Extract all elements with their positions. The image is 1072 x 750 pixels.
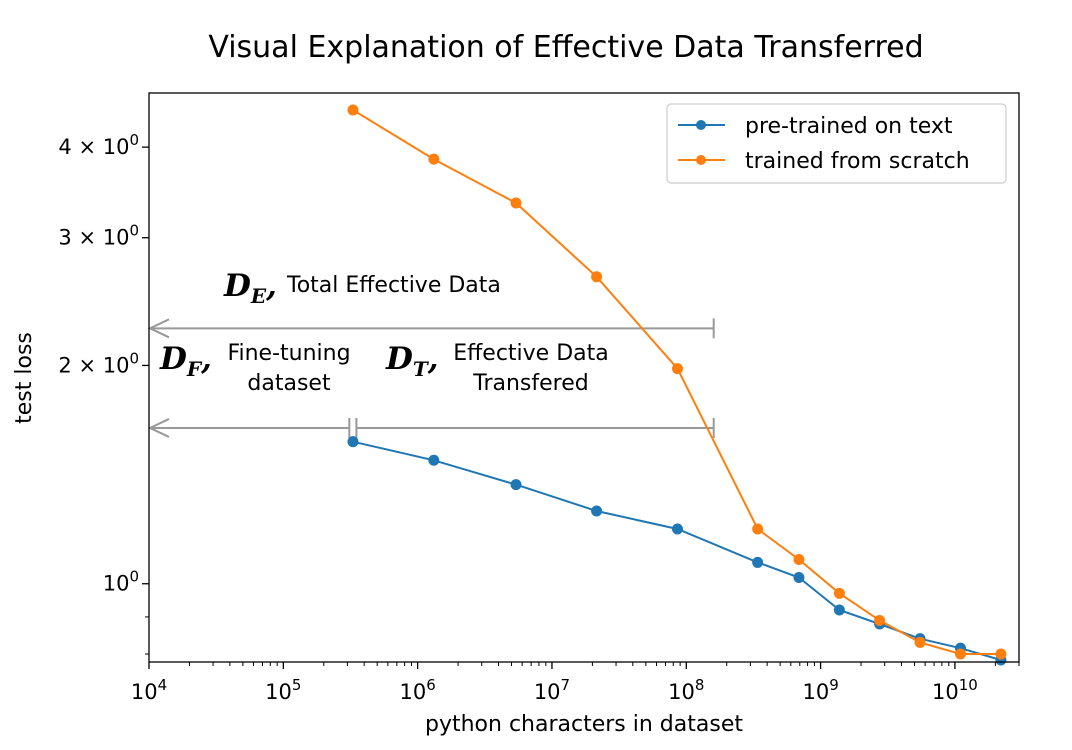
y-tick-label: 2 × 100: [58, 349, 139, 377]
df-symbol: DF,: [159, 341, 212, 381]
y-minor-ticks: [145, 616, 149, 655]
df-label-line2: dataset: [247, 371, 331, 396]
arrow-head: [147, 418, 170, 438]
y-axis-ticks: 4 × 100 3 × 100 2 × 100 100: [58, 131, 149, 596]
de-symbol: DE,: [223, 268, 277, 308]
x-tick-label: 104: [131, 676, 167, 704]
data-point: [591, 505, 603, 517]
series-line: [352, 440, 1002, 661]
dt-label-line1: Effective Data: [453, 341, 609, 366]
data-point: [428, 153, 440, 165]
data-point: [671, 363, 683, 375]
x-tick-label: 105: [265, 676, 301, 704]
x-tick-label: 106: [399, 676, 435, 704]
chart-title: Visual Explanation of Effective Data Tra…: [208, 30, 923, 65]
data-point: [874, 614, 886, 626]
data-point: [793, 572, 805, 584]
legend-marker-pretrained: [696, 120, 706, 130]
x-axis-ticks: 104 105 106 107 108 109 1010: [131, 662, 978, 704]
data-point: [347, 104, 359, 116]
y-tick-label: 3 × 100: [58, 222, 139, 250]
data-point: [954, 648, 966, 660]
x-tick-label: 107: [534, 676, 570, 704]
data-point: [833, 604, 845, 616]
y-axis-label: test loss: [12, 332, 37, 424]
legend-marker-scratch: [696, 155, 706, 165]
legend-label-pretrained: pre-trained on text: [745, 114, 953, 139]
arrow-head: [147, 318, 170, 339]
data-point: [995, 648, 1007, 660]
legend-item-scratch: trained from scratch: [678, 149, 970, 174]
legend-box: [666, 103, 1007, 184]
x-minor-ticks: [188, 662, 1020, 666]
data-point: [914, 636, 926, 648]
x-tick-label: 108: [668, 676, 704, 704]
df-label-line1: Fine-tuning: [227, 341, 350, 366]
data-point: [793, 554, 805, 566]
data-point: [510, 197, 522, 209]
dt-symbol: DT,: [385, 341, 439, 381]
data-point: [833, 587, 845, 599]
data-point: [671, 523, 683, 535]
series-0: [347, 436, 1007, 666]
data-point: [347, 436, 359, 448]
data-point: [752, 556, 764, 568]
df-arrow: [147, 417, 351, 438]
data-point: [591, 271, 603, 283]
data-point: [752, 523, 764, 535]
series-1: [347, 104, 1007, 660]
series-line: [352, 109, 1001, 655]
legend-item-pretrained: pre-trained on text: [678, 114, 953, 139]
series-layer: [347, 104, 1007, 666]
dt-arrow: [355, 417, 715, 438]
y-tick-label: 100: [103, 568, 139, 596]
de-label: Total Effective Data: [286, 273, 501, 298]
legend: pre-trained on text trained from scratch: [666, 103, 1007, 184]
data-point: [428, 454, 440, 466]
de-arrow: [147, 318, 715, 339]
data-point: [510, 479, 522, 491]
plot-frame: [148, 92, 1020, 663]
y-tick-label: 4 × 100: [58, 131, 139, 159]
dt-label-line2: Transfered: [472, 371, 588, 396]
x-tick-label: 1010: [932, 676, 978, 704]
annotation-layer: DE, Total Effective Data DF, Fine-tuning…: [147, 268, 715, 438]
legend-label-scratch: trained from scratch: [745, 149, 970, 174]
x-tick-label: 109: [802, 676, 838, 704]
x-axis-label: python characters in dataset: [425, 712, 743, 737]
